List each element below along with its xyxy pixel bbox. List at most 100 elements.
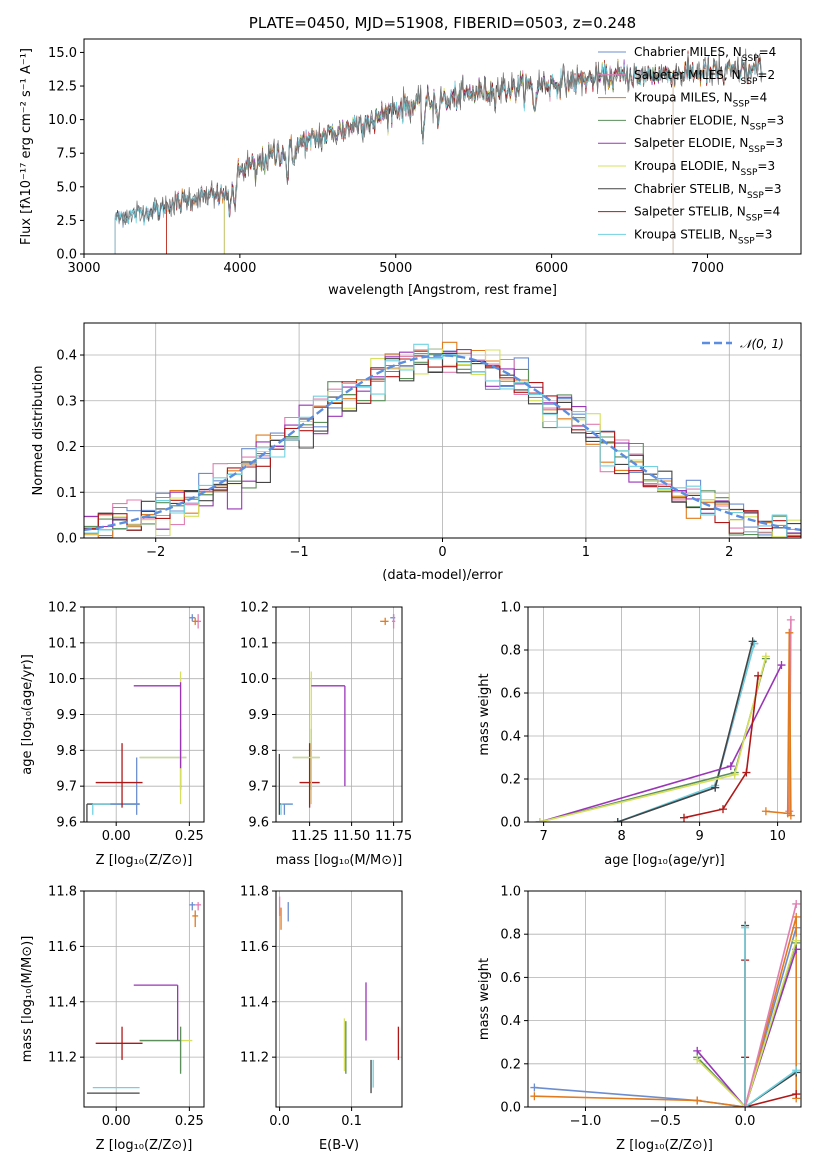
y-tick-label: 10.1 <box>240 636 269 651</box>
weight-marker <box>741 923 750 932</box>
weight-marker <box>613 818 622 822</box>
errorbar-point <box>133 984 179 1041</box>
legend-entry: Chabrier ELODIE, NSSP=3 <box>634 113 784 132</box>
y-tick-label: 11.8 <box>240 885 269 900</box>
legend-entry: Kroupa STELIB, NSSP=3 <box>634 227 772 246</box>
y-tick-label: 11.2 <box>48 1051 77 1066</box>
errorbar-point <box>292 728 320 790</box>
weight-line <box>539 656 767 822</box>
errorbar-point <box>139 671 187 805</box>
weight-marker <box>792 1066 801 1075</box>
errorbar-point <box>189 902 196 911</box>
errorbar-point <box>282 803 293 815</box>
errorbar-points <box>86 614 202 822</box>
x-tick-label: 7 <box>539 829 547 844</box>
spectrum-line <box>166 51 763 254</box>
y-tick-label: 0.4 <box>500 730 521 745</box>
errorbar-point <box>110 757 140 815</box>
x-tick-label: 0.0 <box>269 1114 290 1129</box>
y-tick-label: 0.8 <box>500 928 521 943</box>
residual-histogram-panel: −2 −1 0 1 2 0.0 0.1 0.2 0.3 0.4 (data-model)/error… <box>31 322 802 583</box>
massweight-vs-metallicity-panel: −1.0 −0.5 0.0 0.0 0.2 0.4 0.6 0.8 1.0 Z [log₁₀(Z/… <box>477 885 802 1153</box>
weight-marker <box>535 818 544 822</box>
weight-marker <box>786 615 795 624</box>
errorbar-point <box>390 614 396 622</box>
legend: Chabrier MILES, NSSP=4 Salpeter MILES, NS… <box>598 45 784 246</box>
errorbar-points <box>278 614 396 815</box>
age-vs-mass-panel: 11.25 11.50 11.75 9.6 9.7 9.8 9.9 10.0 10.1 10.2 m… <box>240 601 412 869</box>
x-tick-label: 8 <box>617 829 625 844</box>
errorbar-point <box>139 1026 193 1071</box>
x-axis-label: age [log₁₀(age/yr)] <box>604 853 725 868</box>
y-tick-label: 10.0 <box>48 672 77 687</box>
weight-marker <box>786 811 795 820</box>
massweight-vs-age-panel: 7 8 9 10 0.0 0.2 0.4 0.6 0.8 1.0 age [log₁₀(age/yr… <box>477 601 802 868</box>
y-tick-label: 11.8 <box>48 885 77 900</box>
age-vs-metallicity-panel: 0.00 0.25 9.6 9.7 9.8 9.9 10.0 10.1 10.2 Z [log₁₀… <box>20 601 205 868</box>
y-tick-label: 2.5 <box>56 214 77 229</box>
weight-lines <box>530 899 801 1107</box>
y-tick-label: 11.2 <box>240 1051 269 1066</box>
weight-line <box>683 675 759 819</box>
x-tick-label: 10 <box>769 829 786 844</box>
legend-entry: Kroupa ELODIE, NSSP=3 <box>634 159 775 178</box>
spectrum-line <box>114 53 763 254</box>
x-tick-label: 3000 <box>67 261 100 276</box>
normal-curve <box>84 354 801 532</box>
weight-line <box>744 903 797 1107</box>
weight-marker <box>530 1092 539 1101</box>
y-tick-label: 10.2 <box>240 601 269 616</box>
legend-entry: Chabrier STELIB, NSSP=3 <box>634 182 782 201</box>
spectrum-panel: PLATE=0450, MJD=51908, FIBERID=0503, z=0… <box>19 14 802 298</box>
weight-marker <box>754 671 763 680</box>
x-tick-label: 7000 <box>691 261 724 276</box>
x-tick-label: 0.25 <box>175 829 204 844</box>
x-tick-label: 0.25 <box>175 1114 204 1129</box>
x-tick-label: 5000 <box>379 261 412 276</box>
weight-line <box>696 949 797 1107</box>
y-tick-label: 0.3 <box>56 394 77 409</box>
axes-frame <box>275 606 403 823</box>
y-tick-label: 0.1 <box>56 486 77 501</box>
weight-marker <box>777 661 786 670</box>
weight-marker <box>761 807 770 816</box>
x-axis-label: (data-model)/error <box>382 568 503 583</box>
y-tick-label: 0.8 <box>500 644 521 659</box>
y-tick-label: 0.2 <box>500 773 521 788</box>
axes-frame <box>83 322 802 539</box>
errorbar-point <box>391 614 396 629</box>
errorbar-point <box>280 803 293 815</box>
weight-marker <box>530 1083 539 1092</box>
spectrum-line <box>166 57 763 254</box>
weight-marker <box>693 1055 702 1064</box>
errorbar-point <box>95 1026 143 1060</box>
y-axis-label: age [log₁₀(age/yr)] <box>20 654 35 775</box>
y-tick-label: 1.0 <box>500 885 521 900</box>
weight-marker <box>761 652 770 661</box>
weight-line <box>534 916 798 1107</box>
histogram-step <box>84 341 801 538</box>
x-tick-label: 0.0 <box>735 1114 756 1129</box>
y-tick-label: 0.2 <box>56 440 77 455</box>
x-tick-label: −1 <box>290 545 309 560</box>
errorbar-point <box>133 682 182 769</box>
errorbar-point <box>189 614 196 622</box>
weight-line <box>765 632 792 816</box>
y-tick-label: 0.4 <box>56 349 77 364</box>
weight-line <box>539 664 783 822</box>
histogram-step <box>84 352 801 531</box>
legend-entry: Salpeter ELODIE, NSSP=3 <box>634 136 783 155</box>
x-tick-label: −1.0 <box>570 1114 602 1129</box>
x-axis-label: wavelength [Angstrom, rest frame] <box>328 283 557 298</box>
weight-line <box>617 643 755 822</box>
weight-marker <box>741 1103 750 1107</box>
legend-entry: 𝒩(0, 1) <box>740 337 784 351</box>
y-tick-label: 9.8 <box>248 744 269 759</box>
x-axis-label: Z [log₁₀(Z/Z⊙)] <box>96 853 193 868</box>
errorbar-point <box>299 743 320 808</box>
x-tick-label: 11.75 <box>375 829 412 844</box>
legend-entry: Chabrier MILES, NSSP=4 <box>634 45 776 64</box>
figure-title: PLATE=0450, MJD=51908, FIBERID=0503, z=0… <box>249 14 636 32</box>
axes-frame <box>83 606 205 823</box>
